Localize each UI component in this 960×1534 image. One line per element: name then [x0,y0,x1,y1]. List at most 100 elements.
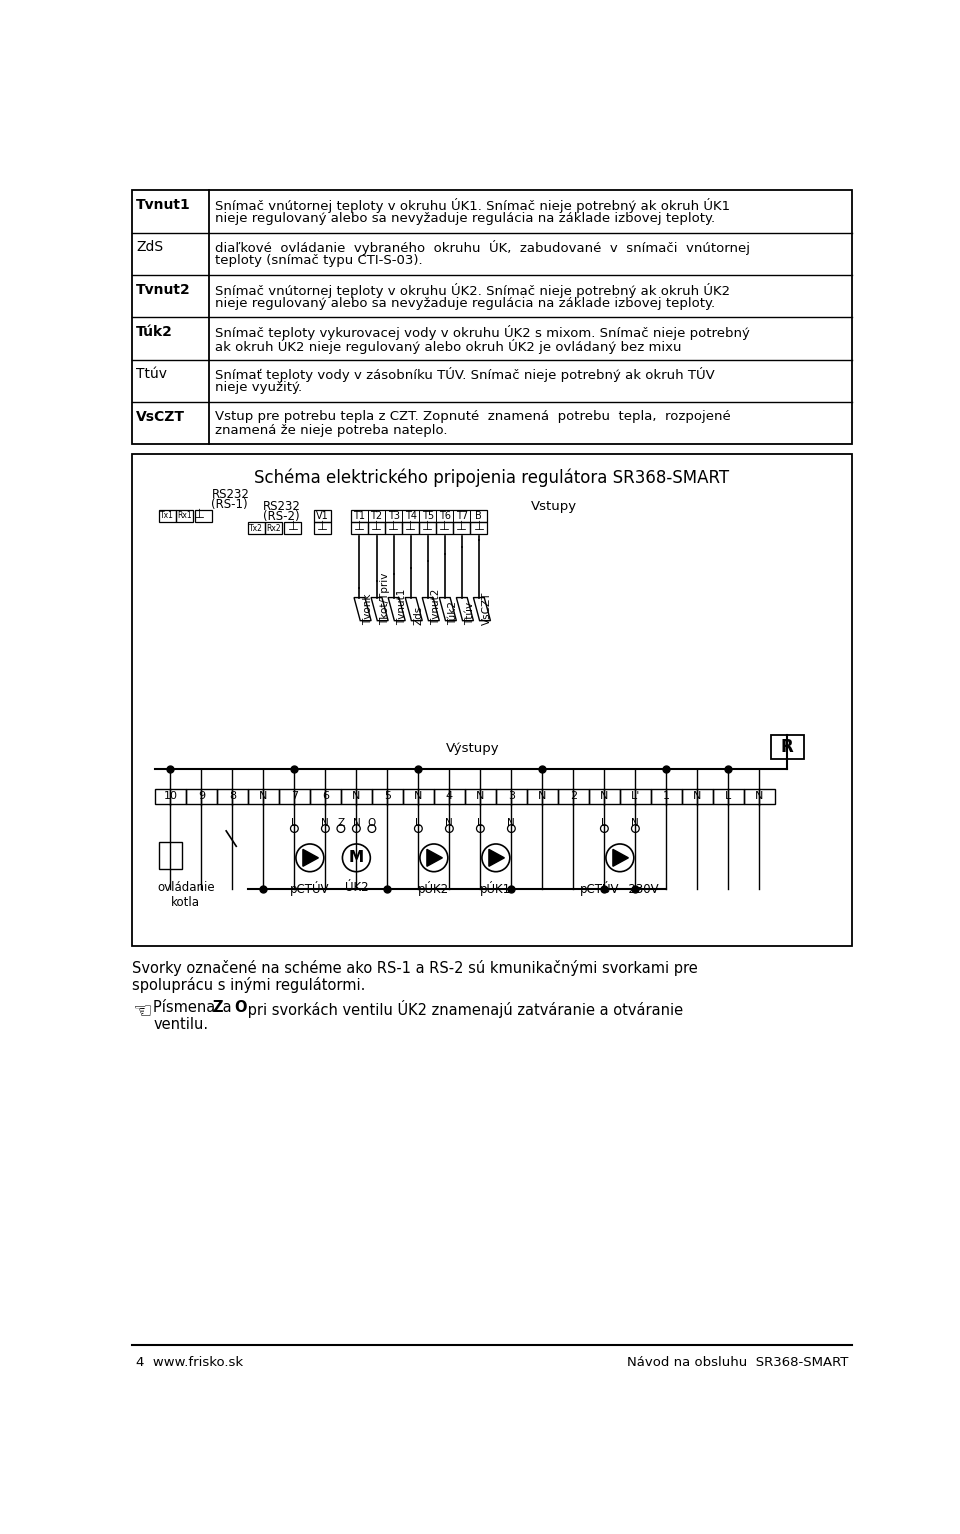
Text: Návod na obsluhu  SR368-SMART: Návod na obsluhu SR368-SMART [627,1356,849,1368]
Text: Zds: Zds [414,606,423,624]
Text: Vstup pre potrebu tepla z CZT. Zopnuté  znamená  potrebu  tepla,  rozpojené: Vstup pre potrebu tepla z CZT. Zopnuté z… [214,410,731,423]
Text: N: N [756,792,763,801]
Polygon shape [427,850,443,867]
Text: a: a [219,1000,237,1016]
Text: 1: 1 [662,792,670,801]
Bar [132,454,852,946]
Text: T5: T5 [421,511,434,522]
Bar [620,788,651,804]
Bar [558,788,588,804]
Text: 10: 10 [163,792,178,801]
Bar [314,522,331,534]
Bar [341,788,372,804]
Text: Rx1: Rx1 [177,511,192,520]
Text: ⊥: ⊥ [388,520,399,534]
Text: teploty (snímač typu CTI-S-03).: teploty (snímač typu CTI-S-03). [214,255,422,267]
Text: T6: T6 [439,511,451,522]
Text: Túk2: Túk2 [447,600,458,624]
Text: ⊥: ⊥ [440,520,450,534]
Text: ⊥: ⊥ [287,520,299,534]
Text: Snímač vnútornej teploty v okruhu ÚK2. Snímač nieje potrebný ak okruh ÚK2: Snímač vnútornej teploty v okruhu ÚK2. S… [214,282,730,298]
Text: 3: 3 [508,792,515,801]
Text: ⊥: ⊥ [473,520,484,534]
Text: Snímať teploty vody v zásobníku TÚV. Snímač nieje potrebný ak okruh TÚV: Snímať teploty vody v zásobníku TÚV. Sní… [214,367,714,382]
Text: N: N [352,792,361,801]
Bar [248,788,278,804]
Text: O: O [368,818,376,828]
Text: pCTÚV~230V: pCTÚV~230V [580,881,660,896]
Text: 5: 5 [384,792,391,801]
Text: N: N [693,792,702,801]
Bar [385,522,402,534]
Bar [176,509,193,522]
Text: ÚK2: ÚK2 [345,881,369,894]
Bar [195,509,212,522]
Text: Túk2: Túk2 [136,325,173,339]
Bar [496,788,527,804]
Text: znamená že nieje potreba nateplo.: znamená že nieje potreba nateplo. [214,423,447,437]
Text: N: N [352,818,360,828]
Text: Tvnut2: Tvnut2 [431,588,441,624]
Text: ZdS: ZdS [136,241,163,255]
Text: ventilu.: ventilu. [154,1017,208,1032]
Text: Ttúv: Ttúv [136,367,167,382]
Bar [351,509,488,522]
Text: N: N [322,818,329,828]
Text: L': L' [631,792,640,801]
Bar [420,522,436,534]
Text: T7: T7 [456,511,468,522]
Text: L: L [725,792,732,801]
Text: (RS-2): (RS-2) [263,509,300,523]
Text: nieje regulovaný alebo sa nevyžaduje regulácia na základe izbovej teploty.: nieje regulovaný alebo sa nevyžaduje reg… [214,212,714,225]
Text: RS232: RS232 [263,500,301,512]
Text: T2: T2 [371,511,383,522]
Bar [372,788,403,804]
Text: ⊥: ⊥ [405,520,416,534]
Text: diaľkové  ovládanie  vybraného  okruhu  ÚK,  zabudované  v  snímači  vnútornej: diaľkové ovládanie vybraného okruhu ÚK, … [214,241,750,255]
Text: Svorky označené na schéme ako RS-1 a RS-2 sú kmunikačnými svorkami pre: Svorky označené na schéme ako RS-1 a RS-… [132,960,697,976]
Polygon shape [612,850,629,867]
Text: pÚK1: pÚK1 [480,881,512,896]
Bar [132,190,852,445]
Text: pri svorkách ventilu ÚK2 znamenajú zatváranie a otváranie: pri svorkách ventilu ÚK2 znamenajú zatvá… [243,1000,684,1019]
Bar [588,788,620,804]
Bar [265,522,282,534]
Text: ⊥: ⊥ [317,520,327,534]
Bar [402,522,420,534]
Bar [453,522,470,534]
Text: ⊥: ⊥ [456,520,468,534]
Text: nieje regulovaný alebo sa nevyžaduje regulácia na základe izbovej teploty.: nieje regulovaný alebo sa nevyžaduje reg… [214,296,714,310]
Text: N: N [632,818,639,828]
Text: Z: Z [212,1000,223,1016]
Text: Tx2: Tx2 [250,523,263,532]
Text: N: N [476,792,485,801]
Polygon shape [489,850,504,867]
Text: pÚK2: pÚK2 [419,881,449,896]
Text: L: L [477,818,483,828]
Text: 4  www.frisko.sk: 4 www.frisko.sk [135,1356,243,1368]
Text: Tvonk: Tvonk [363,594,372,624]
Text: R: R [780,738,794,756]
Text: ovládanie
kotla: ovládanie kotla [157,881,215,910]
Text: 6: 6 [322,792,329,801]
Bar [186,788,217,804]
Text: ak okruh ÚK2 nieje regulovaný alebo okruh ÚK2 je ovládaný bez mixu: ak okruh ÚK2 nieje regulovaný alebo okru… [214,339,681,354]
Bar [403,788,434,804]
Bar [368,522,385,534]
Text: L: L [416,818,421,828]
Text: 4: 4 [445,792,453,801]
Bar [155,788,186,804]
Text: Tx1: Tx1 [160,511,174,520]
Bar [351,522,368,534]
Text: M: M [348,850,364,865]
Text: 8: 8 [228,792,236,801]
Bar [682,788,713,804]
Text: Snímač teploty vykurovacej vody v okruhu ÚK2 s mixom. Snímač nieje potrebný: Snímač teploty vykurovacej vody v okruhu… [214,325,750,341]
Text: spoluprácu s inými regulátormi.: spoluprácu s inými regulátormi. [132,977,365,992]
Text: O: O [234,1000,247,1016]
Text: N: N [508,818,516,828]
Text: 9: 9 [198,792,204,801]
Bar [248,522,265,534]
Text: (RS-1): (RS-1) [211,499,248,511]
Text: nieje využitý.: nieje využitý. [214,382,301,394]
